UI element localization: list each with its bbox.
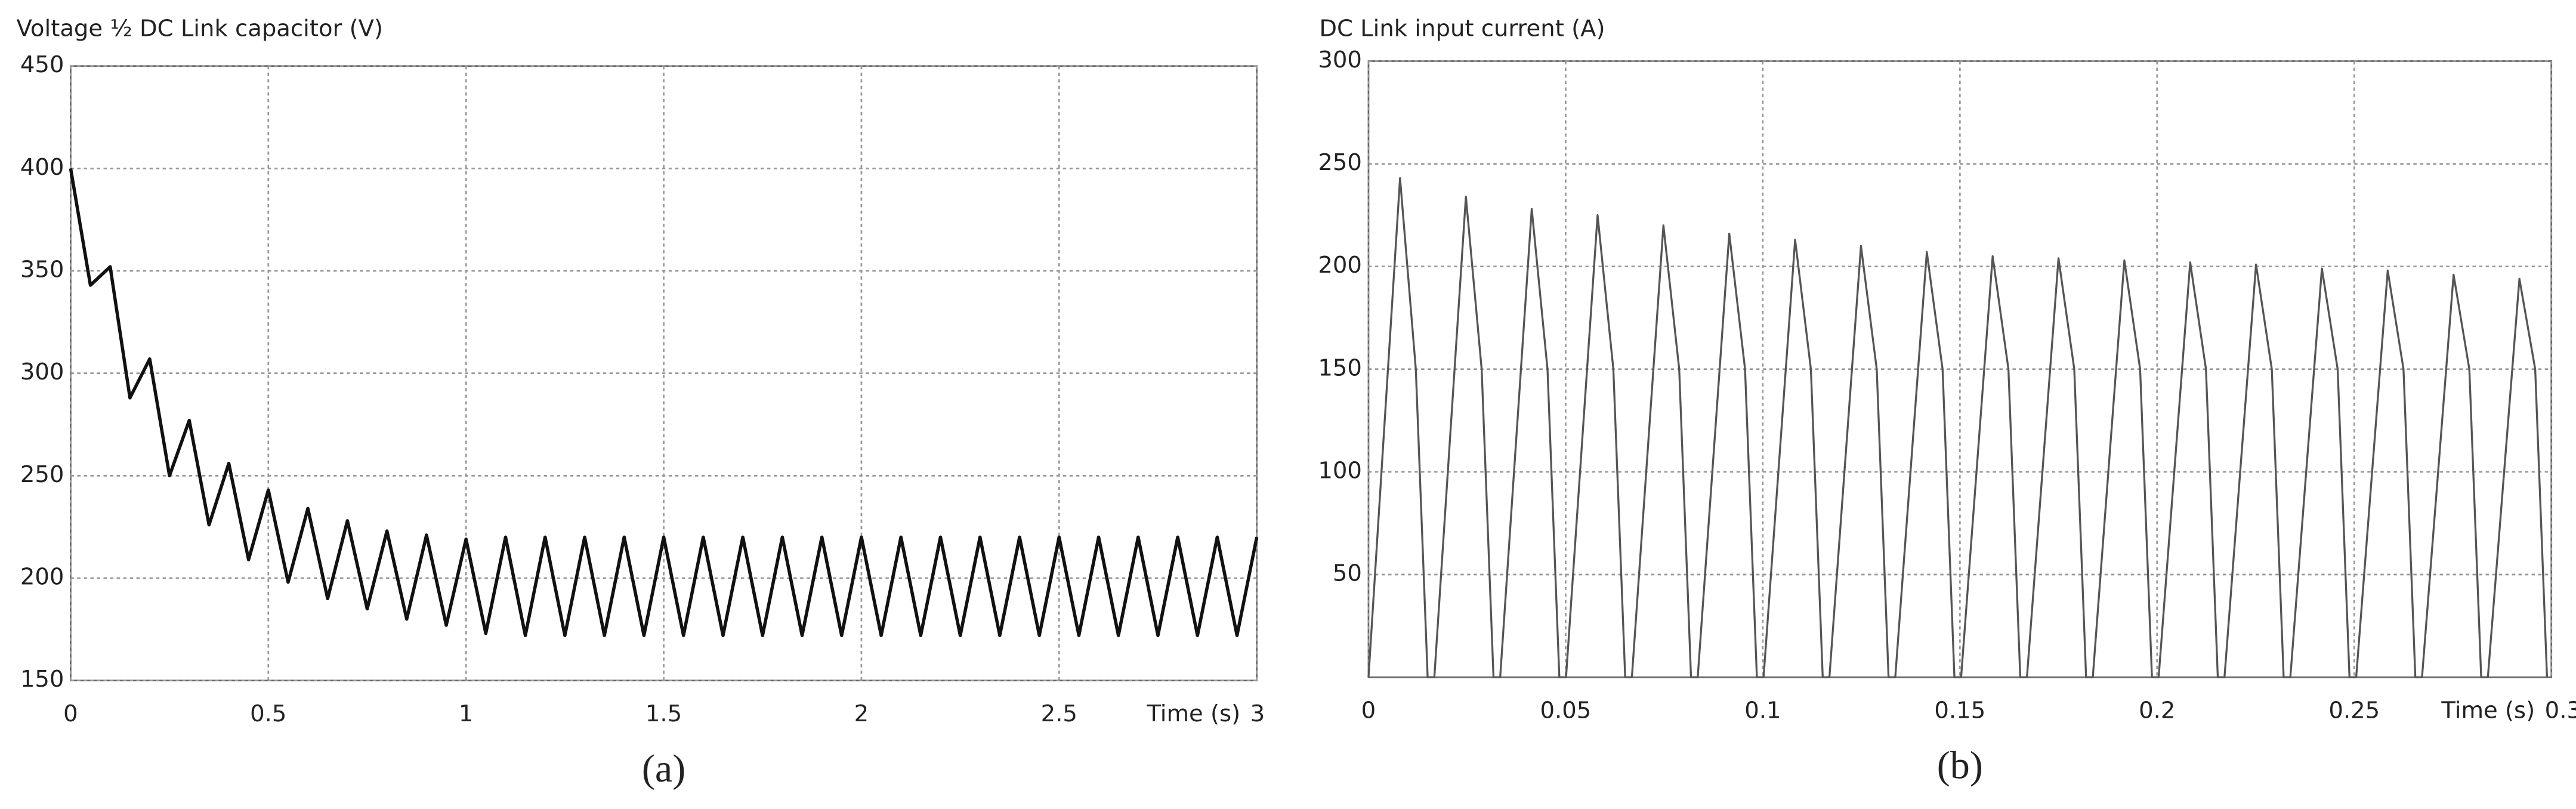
x-tick-label: 2 — [854, 700, 869, 727]
x-tick-label: 1.5 — [645, 700, 682, 727]
x-tick-label: 0.25 — [2328, 697, 2380, 724]
y-tick-label: 200 — [1318, 252, 1362, 279]
y-tick-label: 150 — [1318, 354, 1362, 381]
x-tick-label: 3 — [1250, 700, 1265, 727]
y-tick-label: 50 — [1333, 560, 1362, 587]
x-tick-label: 0.15 — [1934, 697, 1985, 724]
y-tick-label: 300 — [1318, 47, 1362, 73]
x-tick-label: 2.5 — [1041, 700, 1077, 727]
x-tick-label: 0 — [63, 700, 78, 727]
x-axis-label: Time (s) — [1146, 700, 1240, 727]
x-tick-label: 0.1 — [1744, 697, 1781, 724]
x-tick-label: 0.5 — [250, 700, 286, 727]
caption: (b) — [1937, 744, 1983, 788]
chart-title: Voltage ½ DC Link capacitor (V) — [17, 16, 384, 42]
y-tick-label: 450 — [20, 51, 64, 78]
data-line — [69, 168, 1259, 637]
x-tick-label: 0.3 — [2545, 697, 2576, 724]
caption: (a) — [642, 747, 685, 791]
y-tick-label: 200 — [20, 563, 64, 590]
x-tick-label: 0.2 — [2139, 697, 2175, 724]
y-tick-label: 300 — [20, 359, 64, 385]
y-tick-label: 250 — [1318, 149, 1362, 176]
x-tick-label: 0 — [1361, 697, 1376, 724]
x-tick-label: 0.05 — [1540, 697, 1591, 724]
x-axis-label: Time (s) — [2441, 697, 2535, 724]
y-tick-label: 150 — [20, 666, 64, 693]
y-tick-label: 350 — [20, 257, 64, 283]
data-line — [1367, 177, 2549, 678]
y-tick-label: 100 — [1318, 457, 1362, 484]
chart-title: DC Link input current (A) — [1319, 16, 1605, 42]
y-tick-label: 400 — [20, 154, 64, 181]
x-tick-label: 1 — [459, 700, 474, 727]
y-tick-label: 250 — [20, 461, 64, 488]
